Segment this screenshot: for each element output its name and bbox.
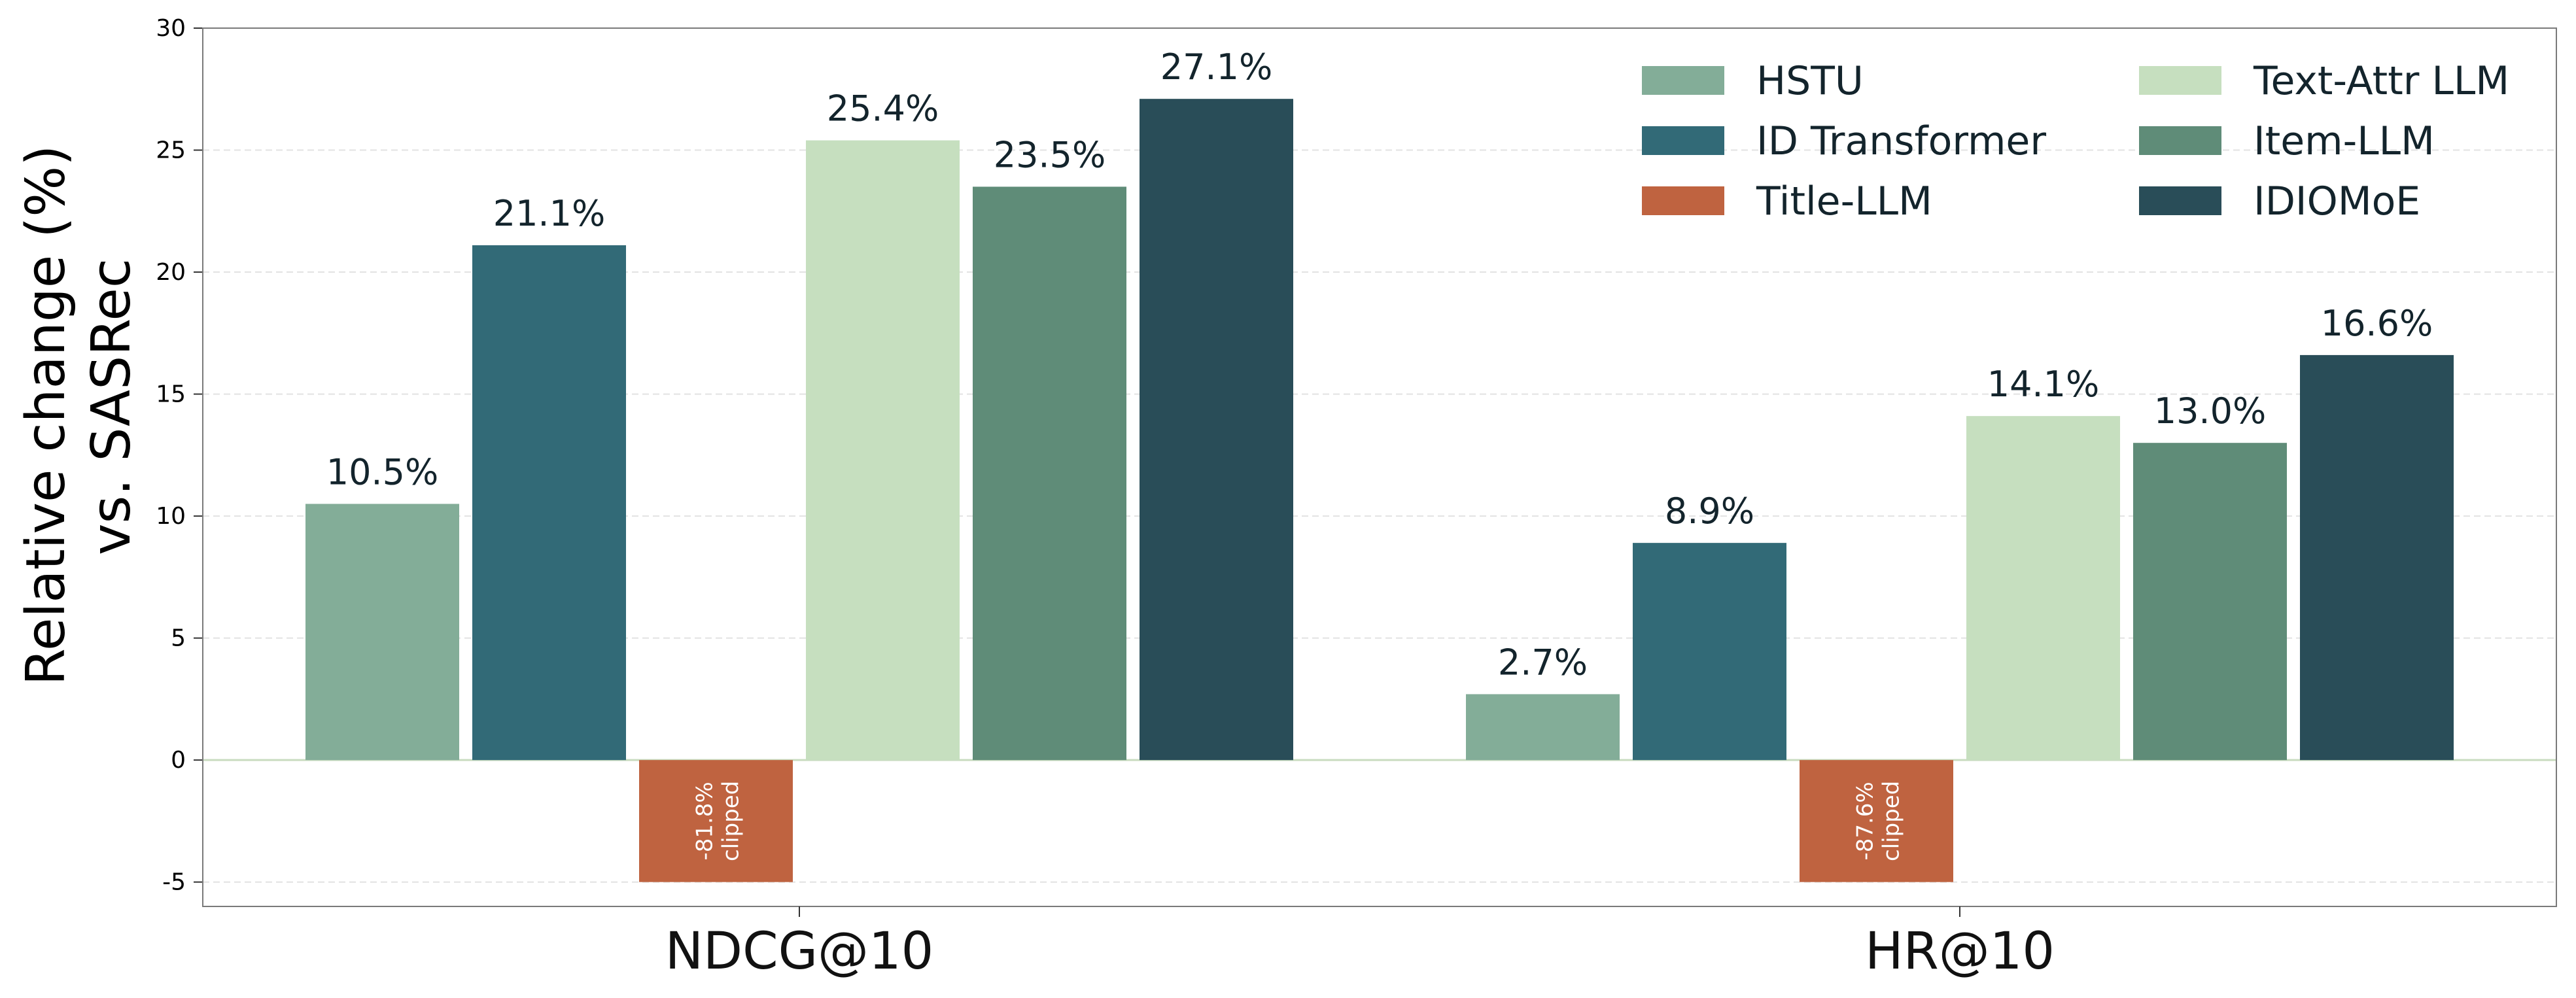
bar [806, 140, 960, 761]
y-axis-label: Relative change (%) vs. SASRec [15, 128, 143, 686]
legend-swatch [1642, 126, 1724, 155]
y-tick-label: -5 [162, 869, 186, 896]
bar-value-label: 14.1% [1987, 364, 2100, 405]
y-axis-label-line-2: vs. SASRec [80, 258, 143, 555]
x-category-label: NDCG@10 [665, 922, 934, 981]
bar-value-label: 8.9% [1665, 490, 1754, 532]
bar-value-label: 23.5% [994, 134, 1106, 175]
bar [2300, 354, 2454, 761]
bar [1800, 760, 1953, 882]
bar [1633, 543, 1786, 761]
y-tick-label: 25 [156, 137, 186, 164]
legend-label: Title-LLM [1756, 179, 1932, 224]
plot-frame [202, 27, 2557, 907]
bar [973, 186, 1126, 761]
legend-label: Item-LLM [2254, 118, 2435, 164]
legend-swatch [2139, 66, 2221, 95]
legend-label: Text-Attr LLM [2253, 58, 2509, 104]
y-tick-label: 15 [156, 381, 186, 408]
bar [1966, 416, 2120, 761]
legend: HSTU ID Transformer Title-LLM Text-Attr LLM… [1642, 58, 2509, 224]
data-labels: 10.5% 21.1% -81.8%clipped 25.4% 23.5% 27.1% 2.… [326, 46, 2433, 861]
legend-swatch [1642, 186, 1724, 215]
bar-value-label: 2.7% [1498, 642, 1588, 683]
legend-swatch [1642, 66, 1724, 95]
legend-swatch [2139, 186, 2221, 215]
bar-value-label: 25.4% [827, 88, 939, 129]
bar [472, 245, 626, 761]
legend-swatch [2139, 126, 2221, 155]
legend-label: IDIOMoE [2254, 179, 2420, 224]
y-tick-label: 0 [171, 747, 186, 774]
bar-value-label: 21.1% [493, 193, 606, 234]
bar [639, 760, 793, 882]
y-axis-label-line-1: Relative change (%) [15, 145, 77, 686]
bar-value-label: 13.0% [2154, 390, 2267, 432]
legend-label: HSTU [1756, 58, 1864, 104]
bar-value-label: 16.6% [2321, 303, 2433, 344]
bar-value-label: 27.1% [1160, 46, 1273, 88]
y-tick-label: 10 [156, 503, 186, 530]
axes: -5 0 5 10 15 20 25 30 NDCG@10 HR@10 [156, 15, 2557, 981]
bar [1466, 694, 1620, 761]
x-category-label: HR@10 [1865, 922, 2055, 981]
y-tick-label: 30 [156, 15, 186, 42]
bar [2133, 443, 2287, 761]
bars [305, 99, 2454, 882]
y-tick-label: 5 [171, 625, 186, 652]
y-tick-label: 20 [156, 259, 186, 286]
clipped-bar-label: -81.8%clipped [692, 781, 744, 861]
clipped-bar-label: -87.6%clipped [1853, 781, 1905, 861]
bar-value-label: 10.5% [326, 451, 439, 492]
legend-label: ID Transformer [1756, 118, 2046, 164]
bar [1140, 99, 1293, 761]
bar [305, 504, 459, 761]
